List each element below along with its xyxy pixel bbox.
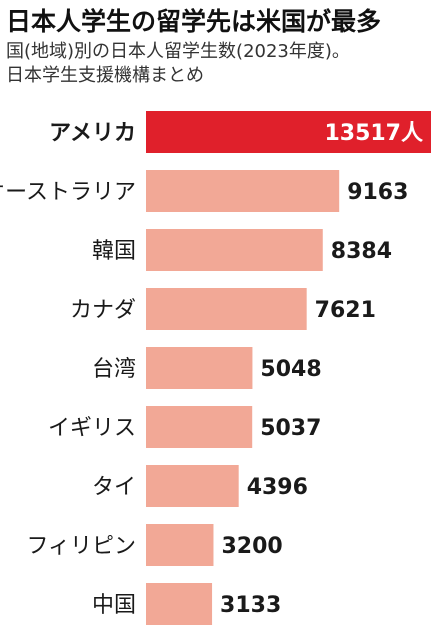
value-label-3: 7621: [315, 298, 376, 323]
value-label-5: 5037: [260, 416, 321, 441]
bar-0: [146, 111, 431, 153]
bar-6: [146, 465, 239, 507]
chart-title: 日本人学生の留学先は米国が最多: [6, 7, 382, 36]
value-label-2: 8384: [331, 239, 392, 264]
category-label-3: カナダ: [70, 298, 136, 323]
category-label-5: イギリス: [48, 416, 136, 441]
value-label-1: 9163: [347, 180, 408, 205]
bar-3: [146, 288, 307, 330]
bar-2: [146, 229, 323, 271]
category-label-2: 韓国: [92, 239, 136, 264]
category-label-6: タイ: [92, 475, 136, 500]
category-label-0: アメリカ: [49, 121, 136, 146]
bar-4: [146, 347, 253, 389]
bar-8: [146, 583, 213, 625]
category-label-7: フィリピン: [26, 534, 136, 559]
value-label-0: 13517人: [324, 121, 423, 146]
value-label-6: 4396: [247, 475, 308, 500]
category-label-8: 中国: [92, 593, 136, 618]
value-label-8: 3133: [220, 593, 281, 618]
bar-1: [146, 170, 340, 212]
bar-5: [146, 406, 253, 448]
value-label-4: 5048: [260, 357, 321, 382]
value-label-7: 3200: [221, 534, 282, 559]
category-label-1: オーストラリア: [0, 180, 136, 205]
bar-7: [146, 524, 214, 566]
category-label-4: 台湾: [92, 357, 136, 382]
chart-subtitle: 国(地域)別の日本人留学生数(2023年度)。 日本学生支援機構まとめ: [6, 41, 350, 86]
